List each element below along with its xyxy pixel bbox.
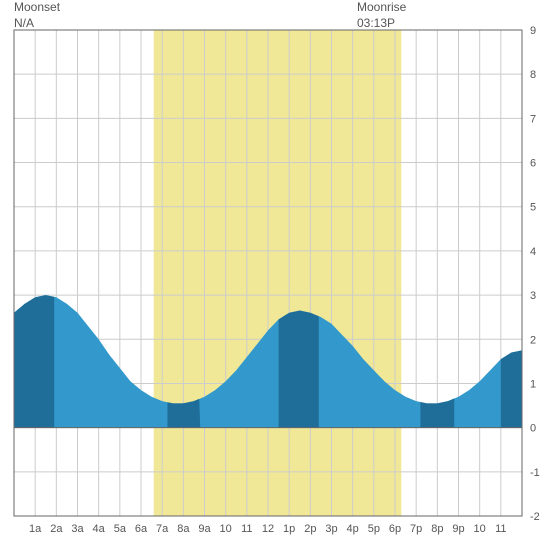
moonrise-block: Moonrise 03:13P <box>357 0 406 31</box>
svg-text:5a: 5a <box>114 523 127 535</box>
svg-text:7a: 7a <box>156 523 169 535</box>
chart-svg: -2-101234567891a2a3a4a5a6a7a8a9a1011121p… <box>0 0 550 550</box>
moonrise-value: 03:13P <box>357 16 406 32</box>
svg-text:2: 2 <box>530 334 536 346</box>
svg-text:10: 10 <box>474 523 486 535</box>
svg-text:5: 5 <box>530 202 536 214</box>
svg-text:1p: 1p <box>283 523 295 535</box>
svg-text:1a: 1a <box>29 523 42 535</box>
svg-text:-2: -2 <box>530 511 540 523</box>
svg-text:7p: 7p <box>410 523 422 535</box>
svg-text:2a: 2a <box>50 523 63 535</box>
svg-text:8p: 8p <box>431 523 443 535</box>
moonrise-title: Moonrise <box>357 0 406 16</box>
svg-text:6: 6 <box>530 158 536 170</box>
svg-text:11: 11 <box>241 523 252 535</box>
svg-text:3p: 3p <box>325 523 337 535</box>
svg-text:9a: 9a <box>198 523 211 535</box>
svg-text:-1: -1 <box>530 467 540 479</box>
svg-text:3a: 3a <box>71 523 84 535</box>
svg-text:6a: 6a <box>135 523 148 535</box>
svg-text:0: 0 <box>530 423 536 435</box>
svg-text:8: 8 <box>530 69 536 81</box>
moonset-block: Moonset N/A <box>14 0 60 31</box>
moonset-value: N/A <box>14 16 60 32</box>
svg-text:10: 10 <box>220 523 232 535</box>
svg-text:4: 4 <box>530 246 536 258</box>
svg-text:4a: 4a <box>93 523 106 535</box>
moonset-title: Moonset <box>14 0 60 16</box>
svg-text:5p: 5p <box>368 523 380 535</box>
svg-text:9p: 9p <box>452 523 464 535</box>
tide-chart: Moonset N/A Moonrise 03:13P -2-101234567… <box>0 0 550 550</box>
svg-text:7: 7 <box>530 113 536 125</box>
svg-text:1: 1 <box>530 378 536 390</box>
svg-text:8a: 8a <box>177 523 190 535</box>
svg-text:3: 3 <box>530 290 536 302</box>
svg-text:6p: 6p <box>389 523 401 535</box>
svg-text:4p: 4p <box>347 523 359 535</box>
svg-text:11: 11 <box>495 523 506 535</box>
svg-text:2p: 2p <box>304 523 316 535</box>
svg-text:9: 9 <box>530 25 536 37</box>
svg-text:12: 12 <box>262 523 274 535</box>
